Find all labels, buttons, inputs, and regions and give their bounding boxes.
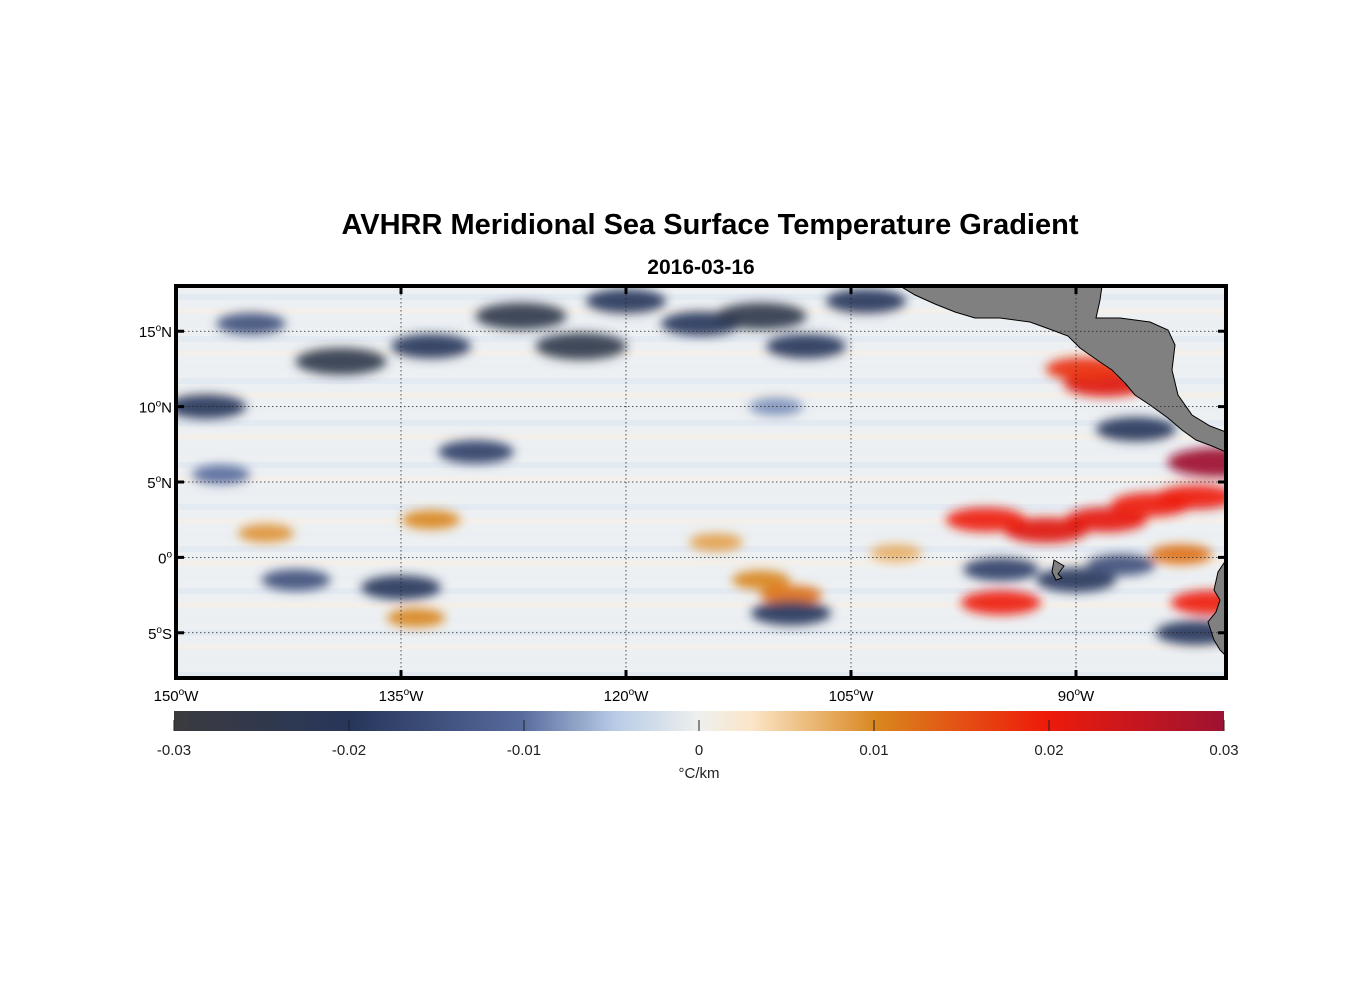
graticule <box>176 286 1226 678</box>
colorbar-tick-label: 0 <box>695 742 703 759</box>
texture-band <box>176 364 1226 370</box>
texture-band <box>176 462 1226 468</box>
gradient-feature <box>402 510 460 530</box>
gradient-feature <box>961 590 1041 615</box>
sst-gradient-map <box>176 286 1226 678</box>
gradient-feature <box>192 464 250 485</box>
texture-band <box>176 336 1226 342</box>
gradient-feature <box>1086 554 1156 576</box>
y-tick-label: 15oN <box>139 323 172 341</box>
colorbar-tick-label: 0.03 <box>1209 742 1238 759</box>
gradient-feature <box>361 575 441 600</box>
y-tick-label: 5oN <box>147 474 172 492</box>
texture-band <box>176 476 1226 482</box>
chart-subtitle: 2016-03-16 <box>647 256 754 279</box>
gradient-feature <box>1167 447 1226 478</box>
gradient-features <box>176 286 1226 645</box>
texture-band <box>176 518 1226 524</box>
gradient-feature <box>759 584 823 606</box>
colorbar-ticks: -0.03 -0.02 -0.01 0 0.01 0.02 0.03 <box>157 720 1239 759</box>
gradient-feature <box>295 347 387 375</box>
colorbar-units: °C/km <box>679 765 720 782</box>
texture-band <box>176 672 1226 678</box>
gradient-feature <box>689 533 743 552</box>
central-america-land <box>899 286 1226 453</box>
x-tick-label: 120oW <box>604 687 650 705</box>
texture-band <box>176 392 1226 398</box>
x-axis: 150oW 135oW 120oW 105oW 90oW <box>154 286 1095 705</box>
texture-band <box>176 378 1226 384</box>
texture-band <box>176 406 1226 412</box>
gradient-feature <box>732 570 790 590</box>
gradient-feature <box>1096 417 1176 442</box>
texture-band <box>176 560 1226 566</box>
x-tick-label: 135oW <box>379 687 425 705</box>
texture-band <box>176 616 1226 622</box>
texture-band <box>176 420 1226 426</box>
gradient-feature <box>238 523 294 543</box>
gradient-feature <box>1003 517 1089 543</box>
colorbar-tick-label: -0.02 <box>332 742 366 759</box>
gradient-feature <box>438 440 514 464</box>
gradient-feature <box>1156 484 1226 510</box>
gradient-feature <box>946 507 1026 532</box>
gradient-feature <box>216 312 286 335</box>
gradient-feature <box>766 334 846 359</box>
colorbar-tick-label: 0.01 <box>859 742 888 759</box>
chart-title: AVHRR Meridional Sea Surface Temperature… <box>341 209 1078 241</box>
gradient-feature <box>1156 620 1226 645</box>
texture-band <box>176 350 1226 356</box>
y-tick-label: 10oN <box>139 399 172 417</box>
x-tick-label: 105oW <box>829 687 875 705</box>
texture-band <box>176 644 1226 650</box>
gradient-feature <box>261 569 331 591</box>
texture-band <box>176 602 1226 608</box>
gradient-feature <box>387 608 445 628</box>
gradient-feature <box>826 288 906 314</box>
texture-band <box>176 434 1226 440</box>
colorbar-tick-label: 0.02 <box>1034 742 1063 759</box>
y-axis: 15oN 10oN 5oN 0o 5oS <box>139 323 1226 643</box>
x-tick-label: 150oW <box>154 687 200 705</box>
gradient-feature <box>751 600 831 626</box>
colorbar-tick-label: -0.03 <box>157 742 191 759</box>
gradient-feature <box>963 557 1039 582</box>
texture-band <box>176 574 1226 580</box>
texture-band <box>176 504 1226 510</box>
gradient-feature <box>1149 544 1213 565</box>
gradient-feature <box>176 394 246 419</box>
gradient-feature <box>586 288 666 314</box>
texture-band <box>176 448 1226 454</box>
texture-band <box>176 490 1226 496</box>
gradient-feature <box>391 334 471 359</box>
texture-band <box>176 588 1226 594</box>
gradient-feature <box>1171 590 1226 615</box>
x-tick-label: 90oW <box>1058 687 1095 705</box>
texture-band <box>176 308 1226 314</box>
y-tick-label: 0o <box>158 549 172 567</box>
gradient-feature <box>535 332 627 360</box>
gradient-feature <box>715 302 807 330</box>
texture-band <box>176 658 1226 664</box>
galapagos-island <box>1051 559 1065 581</box>
gradient-feature <box>870 544 922 562</box>
y-tick-label: 5oS <box>148 625 172 643</box>
gradient-feature <box>475 302 567 330</box>
colorbar-tick-label: -0.01 <box>507 742 541 759</box>
texture-band <box>176 294 1226 300</box>
